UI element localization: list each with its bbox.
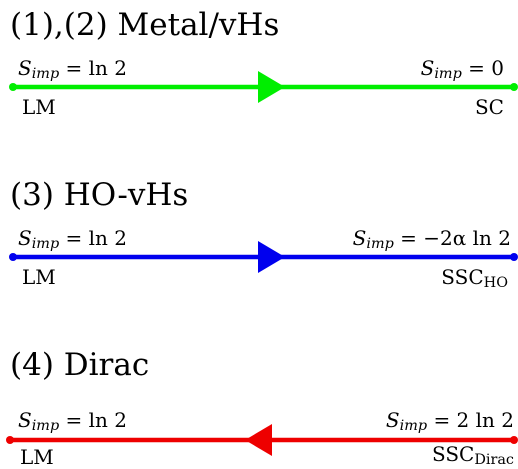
right-fixed-point	[510, 436, 518, 444]
right-fixed-point	[510, 83, 518, 91]
right-phase-label: SSCHO	[441, 265, 508, 291]
flow-title: (3) HO-vHs	[10, 177, 189, 213]
left-entropy-label: Simp = ln 2	[18, 226, 128, 252]
left-entropy-label: Simp = ln 2	[18, 56, 128, 82]
left-fixed-point	[9, 253, 17, 261]
left-phase-label: LM	[20, 445, 54, 469]
left-phase-label: LM	[22, 265, 56, 289]
left-phase-label: LM	[22, 95, 56, 119]
flow-arrow-right	[258, 71, 285, 103]
right-entropy-label: Simp = 0	[420, 56, 504, 82]
left-fixed-point	[6, 436, 14, 444]
left-entropy-label: Simp = ln 2	[18, 408, 128, 434]
right-phase-label: SC	[474, 95, 504, 119]
right-phase-label: SSCDirac	[431, 442, 514, 468]
flow-title: (4) Dirac	[10, 347, 150, 383]
right-entropy-label: Simp = 2 ln 2	[385, 408, 514, 434]
flow-title: (1),(2) Metal/vHs	[10, 7, 280, 43]
right-fixed-point	[510, 253, 518, 261]
flow-arrow-left	[245, 424, 272, 456]
left-fixed-point	[9, 83, 17, 91]
right-entropy-label: Simp = −2α ln 2	[352, 226, 511, 252]
flow-arrow-right	[258, 241, 285, 273]
